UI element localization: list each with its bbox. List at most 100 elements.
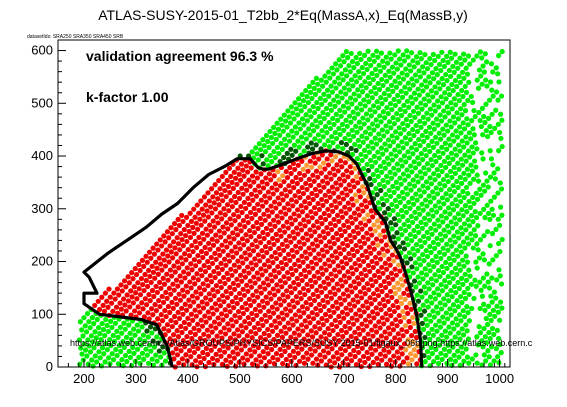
data-point-allowed-both <box>434 209 440 215</box>
data-point-allowed-both <box>402 135 409 141</box>
data-point-excluded-both <box>306 338 312 344</box>
data-point-allowed-both <box>354 155 360 162</box>
data-point-excluded-both <box>233 175 239 181</box>
data-point-allowed-both <box>327 75 333 81</box>
data-point-allowed-both <box>134 346 141 352</box>
data-point-excluded-both <box>219 242 225 248</box>
data-point-excluded-both <box>357 289 363 295</box>
data-point-allowed-both <box>494 277 500 283</box>
data-point-excluded-both <box>331 285 337 291</box>
data-point-allowed-both <box>284 124 290 130</box>
data-point-excluded-both <box>189 293 196 299</box>
data-point-excluded-both <box>394 349 400 355</box>
data-point-allowed-both <box>387 193 394 200</box>
data-point-allowed-both <box>479 293 485 299</box>
data-point-allowed-both <box>466 198 472 205</box>
data-point-excluded-both <box>274 332 281 338</box>
data-point-allowed-both <box>451 138 457 144</box>
data-point-allowed-both <box>128 336 134 342</box>
data-point-allowed-both <box>441 346 448 352</box>
data-point-excluded-both <box>280 223 286 229</box>
data-point-excluded-both <box>177 342 183 348</box>
data-point-allowed-both <box>456 166 462 172</box>
data-point-excluded-only-smodels <box>393 222 399 228</box>
data-point-excluded-both <box>381 228 387 234</box>
data-point-excluded-both <box>232 218 238 224</box>
data-point-excluded-both <box>232 337 238 343</box>
data-point-excluded-both <box>102 290 109 296</box>
data-point-excluded-both <box>193 220 199 226</box>
data-point-excluded-both <box>200 349 206 356</box>
y-tick-label: 100 <box>31 306 53 321</box>
data-point-excluded-both <box>261 235 267 242</box>
data-point-excluded-both <box>269 278 275 284</box>
data-point-excluded-both <box>372 254 379 260</box>
data-point-excluded-both <box>393 317 399 323</box>
data-point-excluded-both <box>179 212 185 219</box>
data-point-allowed-both <box>370 121 376 127</box>
data-point-allowed-both <box>416 161 422 167</box>
data-point-allowed-both <box>415 155 421 161</box>
data-point-excluded-both <box>242 181 248 187</box>
data-point-allowed-both <box>375 200 382 206</box>
data-point-excluded-both <box>332 172 338 178</box>
data-point-excluded-both <box>370 333 376 339</box>
data-point-excluded-both <box>241 242 247 248</box>
data-point-allowed-both <box>437 231 444 237</box>
data-point-excluded-both <box>394 323 400 329</box>
data-point-excluded-both <box>333 204 339 210</box>
data-point-excluded-both <box>388 313 394 319</box>
data-point-allowed-both <box>429 162 435 169</box>
data-point-excluded-both <box>190 248 196 255</box>
data-point-allowed-both <box>384 105 390 111</box>
data-point-excluded-both <box>413 334 420 341</box>
data-point-excluded-both <box>312 255 318 261</box>
data-point-excluded-both <box>225 226 231 232</box>
data-point-excluded-both <box>243 300 249 307</box>
data-point-excluded-both <box>358 313 364 319</box>
data-point-excluded-both <box>184 289 191 295</box>
data-point-allowed-both <box>486 354 492 360</box>
data-point-excluded-both <box>234 327 241 333</box>
data-point-excluded-both <box>264 276 270 282</box>
data-point-excluded-both <box>241 361 247 367</box>
data-point-excluded-both <box>196 210 202 216</box>
data-point-excluded-both <box>121 278 128 284</box>
data-point-excluded-both <box>207 222 213 228</box>
data-point-excluded-both <box>206 264 212 271</box>
data-point-excluded-both <box>221 206 227 212</box>
data-point-excluded-both <box>362 291 368 297</box>
data-point-allowed-both <box>137 336 143 342</box>
data-point-allowed-both <box>96 349 102 355</box>
data-point-allowed-both <box>436 154 443 161</box>
data-point-excluded-both <box>236 171 242 177</box>
data-point-allowed-both <box>396 149 403 155</box>
data-point-excluded-both <box>125 298 132 304</box>
data-point-allowed-both <box>371 103 377 109</box>
data-point-allowed-both <box>434 304 440 310</box>
data-point-allowed-both <box>420 276 426 282</box>
data-point-excluded-both <box>266 239 272 246</box>
data-point-excluded-both <box>334 323 340 330</box>
data-point-allowed-both <box>386 161 392 167</box>
data-point-allowed-both <box>463 158 469 164</box>
data-point-allowed-both <box>427 268 433 274</box>
data-point-allowed-both <box>447 237 453 243</box>
data-point-excluded-both <box>182 251 188 257</box>
data-point-allowed-both <box>418 193 424 199</box>
data-point-excluded-both <box>280 360 286 367</box>
data-point-excluded-both <box>204 232 210 238</box>
data-point-excluded-both <box>234 232 241 238</box>
data-point-excluded-both <box>374 355 380 361</box>
data-point-excluded-both <box>235 351 241 357</box>
data-point-allowed-both <box>428 61 434 68</box>
data-point-excluded-both <box>280 292 286 298</box>
data-point-allowed-both <box>81 315 87 321</box>
data-point-excluded-both <box>316 156 322 162</box>
data-point-allowed-both <box>419 82 425 88</box>
data-point-excluded-both <box>347 325 353 331</box>
data-point-allowed-both <box>480 275 486 281</box>
data-point-excluded-only-smodels <box>144 328 150 334</box>
data-point-allowed-both <box>83 347 89 353</box>
data-point-excluded-both <box>245 288 251 294</box>
